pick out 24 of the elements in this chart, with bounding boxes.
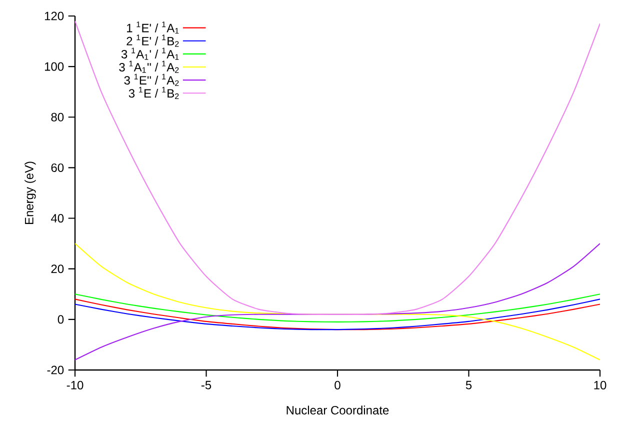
legend-label: 2 $^{1}$E' / $^{1}$B$_{2}$ — [126, 34, 179, 47]
legend-label: 3 $^{1}$E'' / $^{1}$A$_{2}$ — [124, 74, 179, 86]
legend-label: 3 $^{1}$E / $^{1}$B$_{2}$ — [128, 86, 179, 99]
line-series — [75, 298, 600, 330]
line-series — [75, 20, 600, 315]
x-tick-label: 5 — [466, 380, 472, 390]
y-tick-label: 120 — [44, 12, 64, 20]
y-tick-label: 80 — [51, 112, 64, 122]
legend-label: 3 $^{1}$A$_{1}$' / $^{1}$A$_{1}$ — [121, 48, 179, 60]
y-tick-label: 40 — [51, 214, 64, 223]
legend-label: 3 $^{1}$A$_{1}$'' / $^{1}$A$_{2}$ — [119, 60, 179, 73]
x-tick-label: 10 — [594, 380, 606, 390]
x-tick-label: 0 — [334, 380, 340, 390]
y-axis-title: Energy (eV) — [24, 162, 36, 224]
legend-label: 1 $^{1}$E' / $^{1}$A$_{1}$ — [127, 22, 179, 34]
y-tick-label: 0 — [58, 315, 64, 324]
y-tick-label: 60 — [51, 163, 64, 172]
x-tick-label: -5 — [201, 380, 212, 390]
y-tick-label: 20 — [51, 264, 64, 274]
x-tick-label: -10 — [66, 380, 84, 390]
line-series — [75, 294, 600, 322]
x-axis-title: Nuclear Coordinate — [286, 406, 389, 414]
y-tick-label: -20 — [47, 366, 64, 374]
y-tick-label: 100 — [44, 62, 64, 71]
